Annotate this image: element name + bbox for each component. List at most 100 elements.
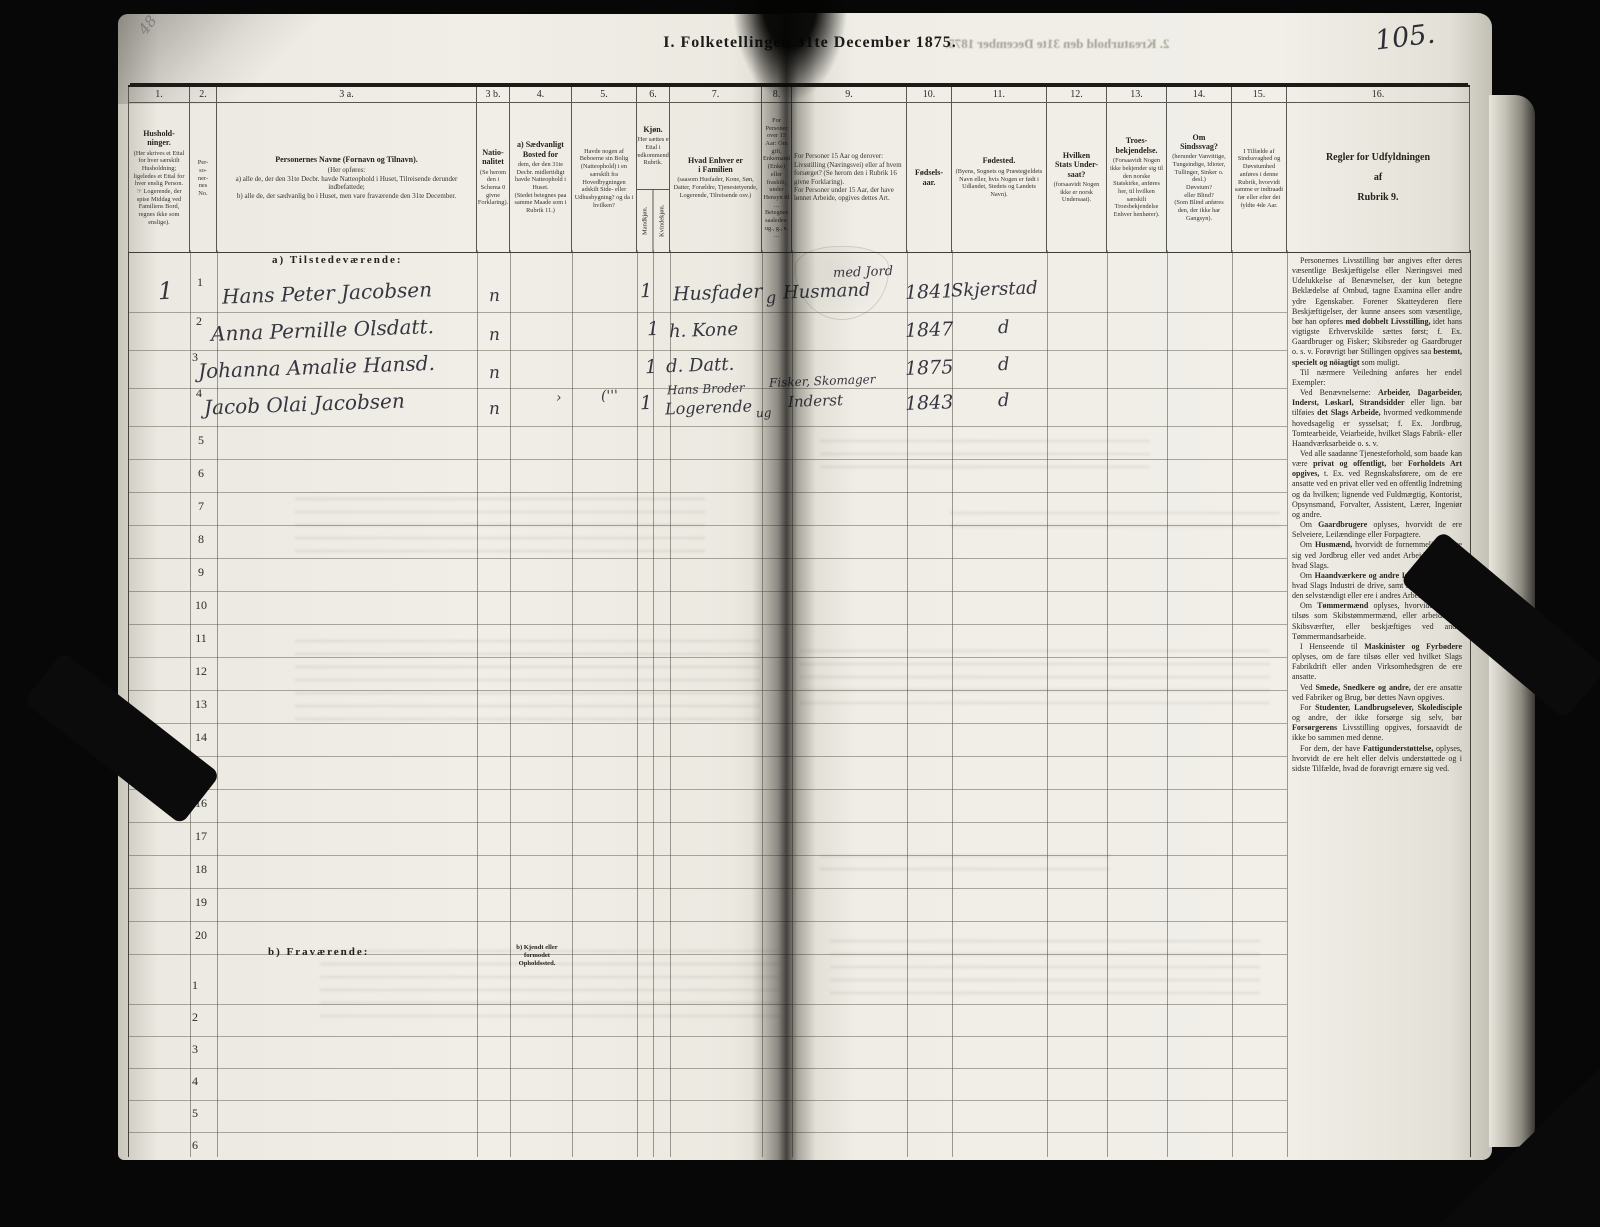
grid-vline <box>572 250 573 1157</box>
column-title: Om Sindssvag? <box>1180 132 1218 151</box>
book-page-left <box>118 14 786 1160</box>
row-number: 2 <box>192 1010 198 1024</box>
grid-vline <box>907 250 908 1157</box>
column-header-text: For Personer 15 Aar og derover: Livsstil… <box>792 103 906 252</box>
rubrik9-paragraph: Om Haandværkere og andre Industridrivend… <box>1292 570 1462 601</box>
column-header-6: 6. Kjøn. (Her sættes et Ettal i vedkommend… <box>637 87 670 252</box>
column-title: Hvad Enhver er i Familien <box>688 155 743 174</box>
birth-year: 1841 <box>904 280 954 304</box>
column-note: (Byens, Sognets og Præstegjeldets Navn e… <box>955 167 1043 198</box>
grid-vline <box>653 250 654 1157</box>
column-note: For Personer 15 Aar og derover: Livsstil… <box>794 153 902 203</box>
column-note: (forsaavidt Nogen ikke er norsk Undersaa… <box>1053 181 1100 204</box>
column-number: 3 b. <box>477 87 509 103</box>
grid-hline <box>128 624 1287 625</box>
column-number: 5. <box>572 87 636 103</box>
grid-hline <box>128 350 1287 351</box>
row-number: 13 <box>195 697 207 711</box>
column-title: a) Sædvanligt Bosted for <box>517 140 564 159</box>
rubrik9-paragraph: For Studenter, Landbrugselever, Skoledis… <box>1292 702 1462 743</box>
column-header-text: Hvilken Stats Under- saat? (forsaavidt No… <box>1047 103 1106 252</box>
column-number: 15. <box>1232 87 1286 103</box>
birth-year: 1843 <box>904 391 954 415</box>
row-number: 6 <box>192 1138 198 1152</box>
column-note: (Her skrives et Ettal for hver særskilt … <box>133 149 185 226</box>
row-number: 17 <box>195 829 207 843</box>
page-corner-shadow <box>118 14 348 104</box>
column-header-text: Hvad Enhver er i Familien (saasom Husfade… <box>670 103 761 252</box>
row-number: 19 <box>195 895 207 909</box>
rubrik9-paragraph: Ved Smede, Snedkere og andre, der ere an… <box>1292 682 1462 702</box>
column-note: (saasom Husfader, Kone, Søn, Datter, For… <box>673 176 758 199</box>
sex-female-mark: 1 <box>646 317 660 341</box>
column-title: Personernes Navne (Fornavn og Tilnavn). <box>275 154 418 164</box>
birthplace: d <box>997 389 1010 412</box>
row-number: 14 <box>195 730 207 744</box>
row-number: 11 <box>195 631 207 645</box>
person-number: 2 <box>196 314 202 328</box>
grid-hline <box>128 1100 1287 1101</box>
family-position: h. Kone <box>668 318 739 343</box>
sex-male-mark: 1 <box>639 279 653 303</box>
occupation: Inderst <box>787 391 844 411</box>
grid-hline <box>128 525 1287 526</box>
marital-status: g <box>765 287 777 308</box>
grid-hline <box>128 1004 1287 1005</box>
column-title: Natio- nalitet <box>482 147 504 167</box>
column-header-15: 15. I Tilfælde af Sindssvaghed og Døvstum… <box>1232 87 1287 252</box>
bleedthrough-text <box>830 940 1260 1000</box>
grid-hline <box>128 822 1287 823</box>
bleedthrough-text <box>820 855 1110 877</box>
column-header-12: 12. Hvilken Stats Under- saat? (forsaavidt… <box>1047 87 1107 252</box>
column-number: 11. <box>952 87 1046 103</box>
person-number: 3 <box>192 350 198 364</box>
column-title: Regler for Udfyldningen af Rubrik 9. <box>1325 151 1431 203</box>
bleedthrough-text <box>950 512 1280 530</box>
column-title: Kjøn. <box>643 124 663 134</box>
grid-hline <box>128 756 1287 757</box>
birth-year: 1847 <box>904 318 954 342</box>
column-note: For Personer over 15 Aar: Om gift, Enkem… <box>763 117 790 240</box>
grid-vline <box>477 250 478 1157</box>
grid-vline <box>190 250 191 1157</box>
column-title: Fødsels- aar. <box>915 168 943 187</box>
column-header-text: I Tilfælde af Sindssvaghed og Døvstumhed… <box>1232 103 1286 252</box>
sex-subcolumns: Mandkjøn. Kvindekjøn. <box>637 189 669 252</box>
grid-hline <box>128 723 1287 724</box>
row-number: 1 <box>192 978 198 992</box>
grid-hline <box>128 690 1287 691</box>
row-number: 10 <box>195 598 207 612</box>
column-number: 10. <box>907 87 951 103</box>
section-b-label: b) Fraværende: <box>268 946 370 958</box>
sex-subcolumn-label: Kvindekjøn. <box>652 190 669 252</box>
grid-vline <box>762 250 763 1157</box>
row-number: 8 <box>198 532 204 546</box>
table-header-row: 1. Hushold- ninger. (Her skrives et Ettal … <box>128 85 1470 253</box>
column-number: 1. <box>129 87 189 103</box>
bleedthrough-text <box>820 440 1150 475</box>
occupation-note: med Jord <box>832 263 894 282</box>
column-header-text: Hushold- ninger. (Her skrives et Ettal fo… <box>129 103 189 252</box>
pen-mark: › <box>555 389 562 407</box>
column-header-text: a) Sædvanligt Bosted for dem, der den 31t… <box>510 103 571 252</box>
grid-hline <box>128 558 1287 559</box>
bleedthrough-text <box>295 498 705 558</box>
column-header-text: Per- so- ner- nes No. <box>190 103 216 252</box>
column-number: 2. <box>190 87 216 103</box>
section-b-note: b) Kjendt eller formodet Opholdssted. <box>516 944 558 968</box>
rubrik9-paragraph: Om Tømmermænd oplyses, hvorvidt de fare … <box>1292 601 1462 641</box>
rubrik9-paragraph: Ved alle saadanne Tjenesteforhold, som b… <box>1292 448 1462 519</box>
column-header-text: Kjøn. (Her sættes et Ettal i vedkommende … <box>637 103 669 189</box>
grid-vline <box>637 250 638 1157</box>
occupation-note: Fisker, Skomager <box>768 372 876 390</box>
grid-vline <box>1470 250 1471 1157</box>
column-note: (Her opføres: a) alle de, der den 31te D… <box>235 166 458 200</box>
person-name: Jacob Olai Jacobsen <box>203 388 406 420</box>
grid-vline <box>1232 250 1233 1157</box>
grid-hline <box>128 1036 1287 1037</box>
rubrik9-instructions: Personernes Livsstilling bør angives eft… <box>1292 256 1462 1152</box>
column-header-14: 14. Om Sindssvag? (herunder Vanvittige, Tu… <box>1167 87 1232 252</box>
column-note: I Tilfælde af Sindssvaghed og Døvstumhed… <box>1234 147 1284 209</box>
row-number: 20 <box>195 928 207 942</box>
